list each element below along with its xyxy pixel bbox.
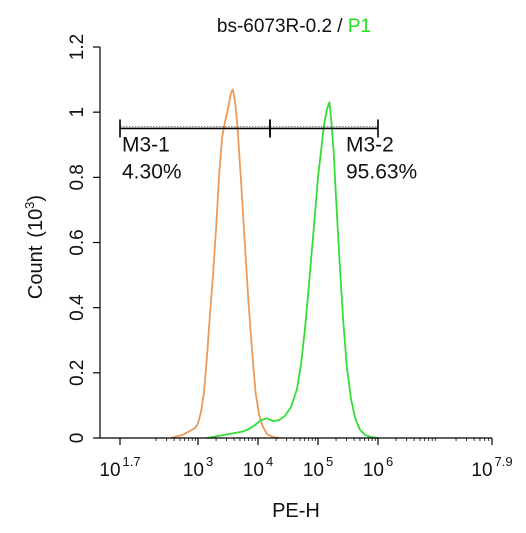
x-tick-base-4: 10 bbox=[363, 460, 384, 481]
x-tick-label-2: 10 4 bbox=[243, 454, 273, 481]
y-tick-label-3: 0.6 bbox=[67, 229, 88, 255]
x-tick-label-0: 10 1.7 bbox=[99, 454, 140, 481]
y-axis-label-unit: (10 bbox=[25, 209, 47, 238]
chart-title-highlight: P1 bbox=[348, 16, 371, 37]
x-tick-exp-5: 7.9 bbox=[495, 454, 513, 469]
chart-title-prefix: bs-6073R-0.2 / bbox=[217, 16, 348, 37]
gates-layer: M3-1 4.30% M3-2 95.63% bbox=[119, 119, 417, 183]
series-layer bbox=[170, 88, 379, 439]
x-tick-base-3: 10 bbox=[303, 460, 324, 481]
gate-label-2: M3-2 bbox=[346, 133, 394, 156]
y-tick-label-4: 0.8 bbox=[67, 164, 88, 190]
histogram-series-0 bbox=[170, 88, 280, 439]
x-tick-base-2: 10 bbox=[243, 460, 264, 481]
x-tick-exp-0: 1.7 bbox=[123, 454, 141, 469]
x-tick-base-5: 10 bbox=[471, 460, 492, 481]
x-ticks: 10 1.7 10 3 10 4 10 5 10 6 10 7.9 bbox=[99, 438, 513, 481]
gate-percent-1: 4.30% bbox=[122, 160, 182, 183]
y-axis-label-unit-close: ) bbox=[25, 195, 47, 202]
x-tick-exp-3: 5 bbox=[326, 454, 333, 469]
x-axis-label: PE-H bbox=[272, 500, 320, 522]
y-tick-label-6: 1.2 bbox=[67, 34, 88, 60]
y-tick-label-1: 0.2 bbox=[67, 360, 88, 386]
x-tick-label-4: 10 6 bbox=[363, 454, 393, 481]
histogram-series-1 bbox=[206, 101, 379, 439]
x-tick-exp-2: 4 bbox=[266, 454, 273, 469]
x-tick-label-3: 10 5 bbox=[303, 454, 333, 481]
y-ticks: 0 0.2 0.4 0.6 0.8 1 1.2 bbox=[67, 34, 100, 444]
gate-label-1: M3-1 bbox=[122, 133, 170, 156]
x-tick-exp-4: 6 bbox=[386, 454, 393, 469]
y-tick-label-5: 1 bbox=[67, 107, 88, 118]
y-axis-label: Count (103) bbox=[22, 195, 47, 299]
x-tick-label-5: 10 7.9 bbox=[471, 454, 512, 481]
x-tick-base-0: 10 bbox=[99, 460, 120, 481]
x-tick-base-1: 10 bbox=[183, 460, 204, 481]
y-tick-label-0: 0 bbox=[67, 433, 88, 444]
x-tick-exp-1: 3 bbox=[206, 454, 213, 469]
gate-percent-2: 95.63% bbox=[346, 160, 417, 183]
y-tick-label-2: 0.4 bbox=[67, 294, 88, 321]
chart-title: bs-6073R-0.2 / P1 bbox=[217, 16, 371, 37]
y-axis-label-main: Count bbox=[25, 245, 47, 299]
y-axis-label-unit-exp: 3 bbox=[22, 202, 37, 209]
x-tick-label-1: 10 3 bbox=[183, 454, 213, 481]
